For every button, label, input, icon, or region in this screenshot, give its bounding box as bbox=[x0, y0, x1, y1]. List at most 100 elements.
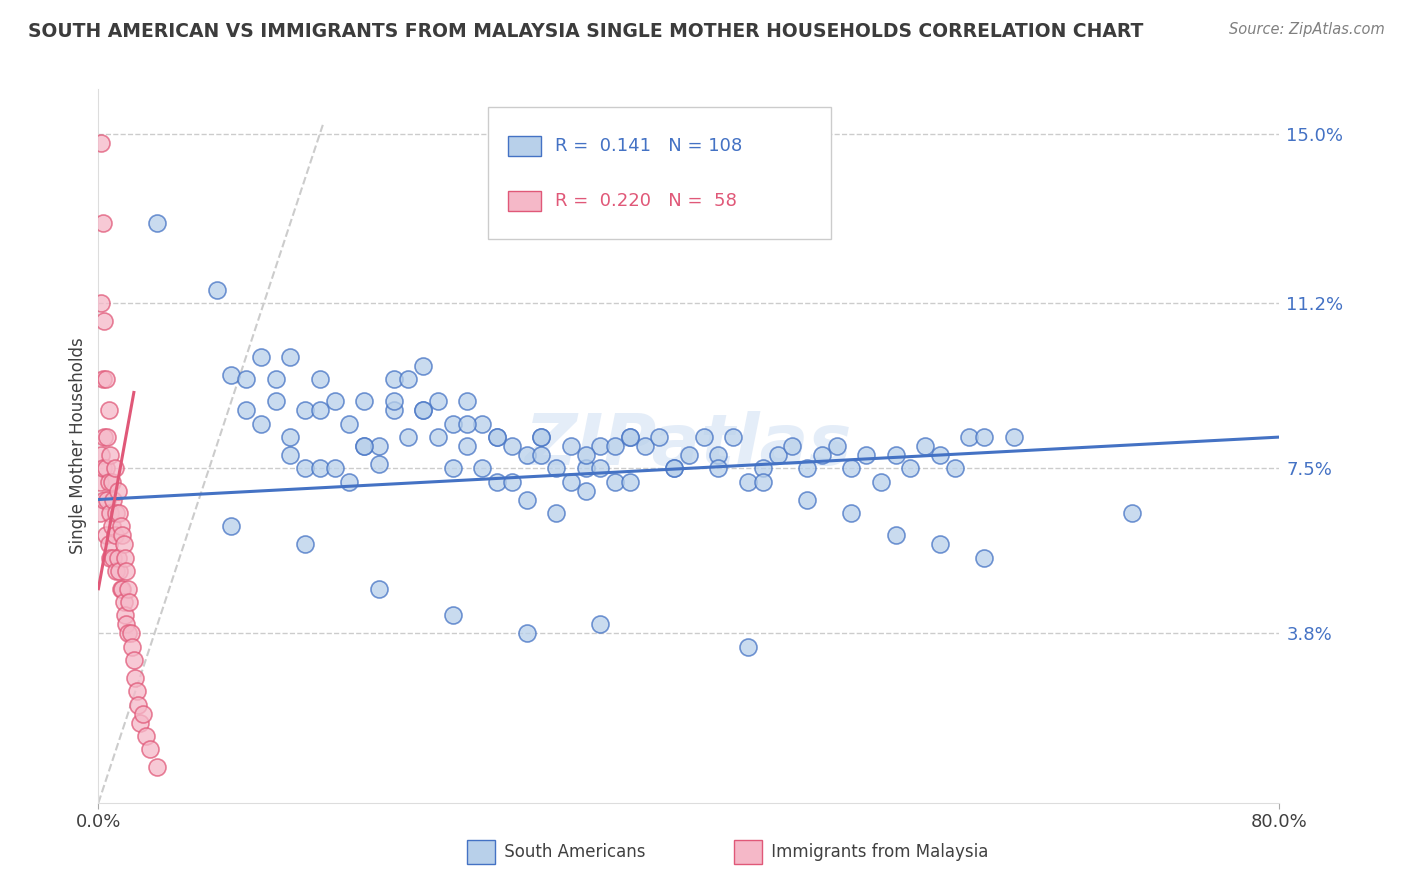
Point bbox=[339, 417, 360, 431]
Point bbox=[841, 461, 863, 475]
Point bbox=[89, 475, 111, 489]
Point bbox=[441, 608, 464, 623]
Point bbox=[1121, 506, 1143, 520]
Point bbox=[205, 283, 228, 297]
Point bbox=[264, 372, 287, 386]
Point bbox=[515, 492, 537, 507]
Point bbox=[441, 417, 464, 431]
Point bbox=[648, 430, 671, 444]
Point bbox=[515, 626, 537, 640]
Point bbox=[900, 461, 922, 475]
Point bbox=[94, 461, 117, 475]
Point bbox=[605, 439, 627, 453]
Point bbox=[456, 417, 478, 431]
Point bbox=[219, 368, 242, 382]
Point bbox=[501, 475, 523, 489]
Point bbox=[111, 582, 134, 596]
Point bbox=[796, 492, 818, 507]
Point bbox=[693, 430, 716, 444]
Point bbox=[589, 461, 612, 475]
Point bbox=[471, 461, 494, 475]
Point bbox=[124, 671, 146, 685]
Point bbox=[235, 403, 257, 417]
Point bbox=[132, 706, 155, 721]
Point bbox=[530, 430, 553, 444]
Point bbox=[515, 448, 537, 462]
Point bbox=[110, 519, 132, 533]
Point bbox=[120, 626, 142, 640]
Text: Immigrants from Malaysia: Immigrants from Malaysia bbox=[766, 843, 988, 861]
Point bbox=[112, 537, 135, 551]
Point bbox=[93, 492, 115, 507]
Point bbox=[574, 483, 596, 498]
Point bbox=[751, 475, 773, 489]
Point bbox=[125, 684, 148, 698]
Point bbox=[97, 403, 120, 417]
Point bbox=[486, 475, 509, 489]
Point bbox=[127, 698, 149, 712]
Point bbox=[396, 372, 419, 386]
Point bbox=[841, 506, 863, 520]
Point bbox=[619, 430, 641, 444]
Point bbox=[546, 461, 568, 475]
Point bbox=[146, 760, 169, 774]
Point bbox=[115, 617, 138, 632]
Point bbox=[118, 595, 141, 609]
Point bbox=[93, 430, 115, 444]
Point bbox=[884, 448, 907, 462]
Point bbox=[589, 617, 612, 632]
Point bbox=[707, 461, 730, 475]
Point bbox=[664, 461, 686, 475]
Point bbox=[782, 439, 804, 453]
Point bbox=[100, 475, 122, 489]
Point bbox=[943, 461, 966, 475]
Point bbox=[382, 372, 405, 386]
Bar bbox=[508, 191, 541, 211]
Text: South Americans: South Americans bbox=[499, 843, 645, 861]
Point bbox=[456, 394, 478, 409]
FancyBboxPatch shape bbox=[488, 107, 831, 239]
Point bbox=[368, 582, 391, 596]
Point bbox=[94, 372, 117, 386]
Point bbox=[90, 448, 112, 462]
Point bbox=[93, 314, 115, 328]
Point bbox=[810, 448, 832, 462]
Point bbox=[412, 403, 434, 417]
Point bbox=[91, 461, 114, 475]
Point bbox=[530, 430, 553, 444]
Point bbox=[100, 519, 122, 533]
Point bbox=[427, 394, 450, 409]
Point bbox=[973, 550, 995, 565]
Point bbox=[737, 475, 759, 489]
Point bbox=[264, 394, 287, 409]
Point bbox=[98, 448, 121, 462]
Point bbox=[108, 564, 131, 578]
Point bbox=[560, 475, 582, 489]
Point bbox=[486, 430, 509, 444]
Point bbox=[96, 430, 118, 444]
Point bbox=[678, 448, 700, 462]
Point bbox=[146, 216, 169, 230]
Point bbox=[122, 653, 145, 667]
Point bbox=[796, 461, 818, 475]
Point bbox=[1002, 430, 1025, 444]
Point bbox=[633, 439, 655, 453]
Point bbox=[105, 564, 128, 578]
Point bbox=[108, 506, 131, 520]
Text: R =  0.220   N =  58: R = 0.220 N = 58 bbox=[555, 192, 737, 210]
Point bbox=[959, 430, 981, 444]
Point bbox=[90, 296, 112, 310]
Point bbox=[353, 394, 375, 409]
Point bbox=[589, 439, 612, 453]
Point bbox=[884, 528, 907, 542]
Point bbox=[869, 475, 891, 489]
Point bbox=[91, 372, 114, 386]
Point bbox=[605, 475, 627, 489]
Point bbox=[114, 550, 136, 565]
Point bbox=[103, 492, 125, 507]
Point bbox=[219, 519, 242, 533]
Point bbox=[98, 506, 121, 520]
Point bbox=[382, 394, 405, 409]
Point bbox=[112, 595, 135, 609]
Point bbox=[737, 640, 759, 654]
